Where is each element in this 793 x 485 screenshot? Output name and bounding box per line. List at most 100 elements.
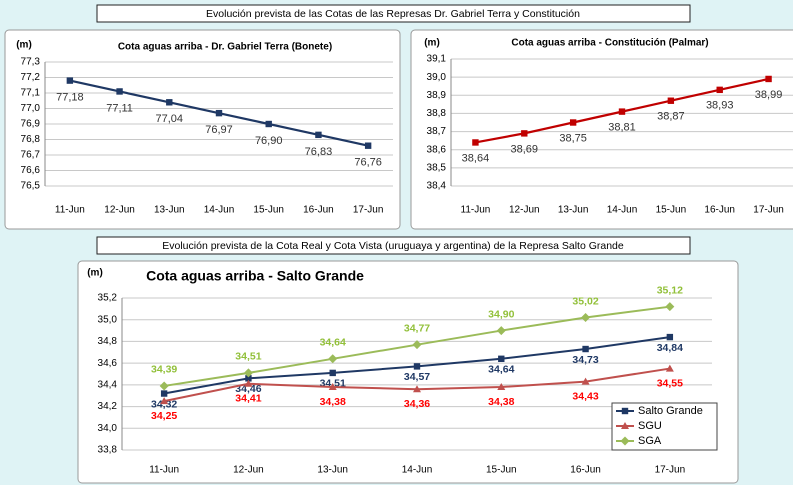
marker [364, 142, 372, 149]
marker [496, 326, 506, 336]
data-label: 34,38 [488, 396, 514, 408]
data-label: 77,11 [106, 102, 133, 114]
y-tick-label: 34,8 [98, 336, 118, 347]
data-label: 34,55 [657, 377, 683, 389]
data-label: 38,87 [657, 111, 685, 123]
y-tick-label: 38,7 [427, 126, 447, 137]
marker [159, 381, 169, 391]
marker [328, 354, 338, 364]
chart-frame [410, 29, 793, 230]
data-label: 38,81 [608, 122, 636, 134]
y-tick-label: 34,4 [98, 379, 118, 390]
legend-label: SGA [638, 435, 662, 447]
marker [413, 385, 421, 393]
y-tick-label: 38,9 [427, 90, 447, 101]
data-label: 35,02 [572, 295, 598, 307]
x-tick-label: 12-Jun [233, 465, 264, 476]
marker [413, 363, 421, 370]
marker [665, 364, 674, 372]
data-label: 34,39 [151, 364, 177, 376]
marker [265, 120, 272, 128]
legend-label: Salto Grande [638, 405, 703, 417]
marker [166, 99, 173, 106]
data-label: 38,99 [755, 89, 783, 101]
marker [244, 379, 253, 387]
y-tick-label: 77,2 [21, 72, 41, 83]
data-label: 34,38 [320, 396, 346, 408]
chart-frame [4, 29, 401, 230]
data-label: 34,43 [572, 390, 598, 402]
y-tick-label: 34,0 [98, 423, 118, 434]
header: Evolución prevista de la Cota Real y Cot… [162, 240, 624, 252]
data-label: 76,90 [255, 135, 283, 147]
marker [498, 355, 505, 362]
y-tick-label: 77,0 [21, 103, 41, 114]
marker [581, 377, 590, 385]
x-tick-label: 17-Jun [753, 205, 784, 216]
marker [66, 77, 74, 84]
data-label: 34,57 [404, 371, 430, 383]
data-label: 38,64 [462, 152, 490, 164]
chart-title: Cota aguas arriba - Salto Grande [146, 268, 364, 284]
data-label: 76,83 [305, 146, 333, 158]
x-tick-label: 14-Jun [607, 205, 638, 216]
data-label: 38,93 [706, 100, 734, 112]
marker [618, 108, 626, 115]
marker [497, 383, 506, 391]
y-axis-label: (m) [424, 38, 440, 49]
marker [160, 390, 168, 397]
x-tick-label: 17-Jun [353, 205, 384, 216]
y-tick-label: 77,1 [21, 88, 41, 99]
x-tick-label: 14-Jun [204, 205, 235, 216]
x-tick-label: 15-Jun [486, 465, 517, 476]
data-label: 76,97 [205, 124, 233, 136]
x-tick-label: 16-Jun [570, 465, 601, 476]
x-tick-label: 15-Jun [656, 205, 687, 216]
marker [521, 130, 528, 137]
data-label: 34,90 [488, 308, 514, 320]
data-label: 34,64 [320, 337, 346, 349]
data-label: 34,32 [151, 398, 177, 410]
data-label: 38,69 [511, 143, 539, 155]
marker [582, 345, 589, 353]
data-label: 38,75 [559, 132, 587, 144]
marker [716, 86, 723, 94]
y-tick-label: 76,5 [21, 181, 41, 192]
y-tick-label: 39,0 [427, 72, 447, 83]
y-tick-label: 76,8 [21, 134, 41, 145]
x-tick-label: 11-Jun [149, 465, 179, 476]
data-label: 34,51 [235, 351, 261, 363]
marker [472, 139, 479, 146]
data-label: 35,12 [657, 284, 683, 296]
marker [621, 422, 629, 429]
marker [412, 340, 422, 350]
y-tick-label: 38,6 [427, 144, 447, 155]
y-axis-label: (m) [87, 268, 103, 279]
marker [116, 88, 123, 95]
x-tick-label: 13-Jun [317, 465, 348, 476]
data-label: 34,36 [404, 398, 430, 410]
y-tick-label: 38,8 [427, 108, 447, 119]
x-tick-label: 11-Jun [55, 205, 85, 216]
marker [329, 369, 336, 377]
data-label: 76,76 [354, 157, 382, 169]
y-axis-label: (m) [16, 40, 32, 51]
header: Evolución prevista de las Cotas de las R… [206, 8, 580, 20]
chart-title: Cota aguas arriba - Constitución (Palmar… [511, 38, 708, 49]
chart-frame [77, 260, 739, 484]
y-tick-label: 35,2 [98, 293, 118, 304]
x-tick-label: 11-Jun [461, 205, 491, 216]
marker [621, 407, 629, 415]
y-tick-label: 76,9 [21, 119, 41, 130]
x-tick-label: 14-Jun [402, 465, 433, 476]
y-tick-label: 38,5 [427, 162, 447, 173]
y-tick-label: 35,0 [98, 314, 118, 325]
x-tick-label: 13-Jun [154, 205, 185, 216]
data-label: 34,41 [235, 393, 261, 405]
marker [245, 375, 252, 382]
y-tick-label: 77,3 [21, 57, 41, 68]
data-label: 34,84 [657, 342, 683, 354]
y-tick-label: 38,4 [427, 181, 447, 192]
y-tick-label: 33,8 [98, 445, 118, 456]
